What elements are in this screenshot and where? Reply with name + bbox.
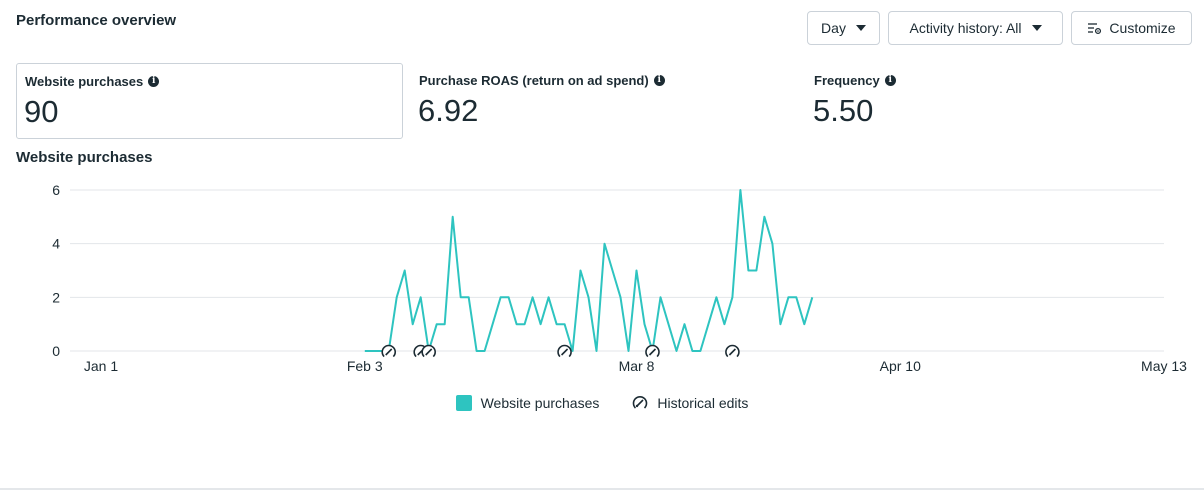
historical-edit-marker[interactable] bbox=[645, 344, 660, 359]
metric-label: Purchase ROAS (return on ad spend) bbox=[419, 73, 649, 88]
legend-label: Website purchases bbox=[480, 395, 600, 411]
activity-history-dropdown[interactable]: Activity history: All bbox=[888, 11, 1063, 45]
metric-label: Website purchases bbox=[25, 74, 144, 89]
metric-value: 90 bbox=[24, 94, 59, 129]
historical-edit-icon bbox=[633, 396, 648, 409]
x-tick-label: Apr 10 bbox=[880, 358, 921, 374]
y-tick-label: 4 bbox=[52, 236, 60, 252]
day-dropdown[interactable]: Day bbox=[807, 11, 880, 45]
y-tick-label: 6 bbox=[52, 182, 60, 198]
metric-card-website-purchases[interactable]: Website purchases i 90 bbox=[16, 63, 403, 139]
day-dropdown-label: Day bbox=[821, 20, 846, 36]
historical-edit-marker[interactable] bbox=[557, 344, 572, 359]
divider bbox=[0, 488, 1204, 490]
customize-button[interactable]: Customize bbox=[1071, 11, 1192, 45]
historical-edit-marker[interactable] bbox=[725, 344, 740, 359]
activity-history-label: Activity history: All bbox=[909, 20, 1022, 36]
series-line bbox=[364, 189, 814, 352]
caret-down-icon bbox=[1031, 25, 1042, 31]
x-tick-label: Feb 3 bbox=[347, 358, 383, 374]
page-title: Performance overview bbox=[16, 12, 177, 29]
metric-value: 6.92 bbox=[418, 93, 479, 128]
info-icon[interactable]: i bbox=[653, 75, 665, 86]
chart-title: Website purchases bbox=[16, 149, 153, 166]
chart-legend: Website purchases Historical edits bbox=[0, 394, 1204, 412]
metric-card-frequency[interactable]: Frequency i 5.50 bbox=[806, 63, 1193, 139]
historical-edit-marker[interactable] bbox=[421, 344, 436, 359]
legend-label: Historical edits bbox=[657, 395, 749, 411]
info-icon[interactable]: i bbox=[884, 75, 896, 86]
caret-down-icon bbox=[855, 25, 866, 31]
legend-item-historical-edits[interactable]: Historical edits bbox=[631, 394, 748, 412]
customize-label: Customize bbox=[1109, 20, 1176, 36]
y-tick-label: 0 bbox=[52, 343, 60, 359]
legend-swatch bbox=[455, 395, 472, 411]
info-icon[interactable]: i bbox=[148, 76, 160, 87]
customize-icon bbox=[1088, 22, 1102, 34]
x-tick-label: May 13 bbox=[1141, 358, 1187, 374]
historical-edit-marker[interactable] bbox=[381, 344, 396, 359]
x-tick-label: Mar 8 bbox=[619, 358, 655, 374]
metric-value: 5.50 bbox=[813, 93, 874, 128]
y-tick-label: 2 bbox=[52, 289, 60, 305]
metric-card-purchase-roas[interactable]: Purchase ROAS (return on ad spend) i 6.9… bbox=[411, 63, 798, 139]
legend-item-website-purchases[interactable]: Website purchases bbox=[455, 395, 600, 411]
metric-label: Frequency bbox=[814, 73, 880, 88]
line-chart: 0 2 4 6 Jan 1 Feb 3 Mar 8 Apr 10 May 13 bbox=[52, 182, 1187, 374]
x-tick-label: Jan 1 bbox=[84, 358, 118, 374]
